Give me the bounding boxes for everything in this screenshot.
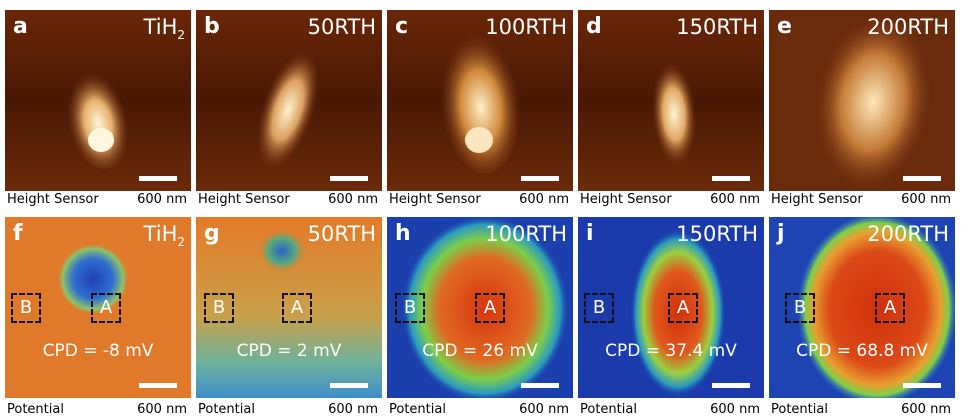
- caption-f: Potential 600 nm: [5, 402, 191, 418]
- scale-bar: [521, 176, 559, 181]
- panel-letter: f: [13, 221, 23, 246]
- potential-image-g: [196, 217, 382, 398]
- region-box-a: A: [875, 293, 905, 323]
- caption-scale: 600 nm: [137, 192, 187, 207]
- scale-bar: [903, 383, 941, 388]
- sample-label: TiH2: [143, 15, 185, 43]
- panel-letter: j: [777, 221, 785, 246]
- caption-b: Height Sensor 600 nm: [196, 192, 382, 208]
- caption-label: Height Sensor: [198, 192, 290, 207]
- panel-letter: g: [204, 221, 220, 246]
- region-box-b: B: [395, 293, 425, 323]
- region-box-b: B: [204, 293, 234, 323]
- region-box-a: A: [282, 293, 312, 323]
- caption-j: Potential 600 nm: [769, 402, 955, 418]
- potential-image-f: [5, 217, 191, 398]
- caption-label: Height Sensor: [389, 192, 481, 207]
- caption-scale: 600 nm: [710, 402, 760, 417]
- caption-h: Potential 600 nm: [387, 402, 573, 418]
- potential-panel-h: h 100RTH B A CPD = 26 mV: [387, 217, 573, 398]
- scale-bar: [712, 383, 750, 388]
- panel-letter: i: [586, 221, 594, 246]
- scale-bar: [139, 176, 177, 181]
- height-panel-a: a TiH2: [5, 10, 191, 191]
- potential-image-i: [578, 217, 764, 398]
- height-image-d: [578, 10, 764, 191]
- caption-scale: 600 nm: [137, 402, 187, 417]
- caption-scale: 600 nm: [901, 402, 951, 417]
- sample-label: 100RTH: [485, 15, 567, 39]
- sample-label: 200RTH: [867, 15, 949, 39]
- cpd-value: CPD = 26 mV: [422, 341, 538, 361]
- potential-panel-f: f TiH2 B A CPD = -8 mV: [5, 217, 191, 398]
- caption-c: Height Sensor 600 nm: [387, 192, 573, 208]
- region-box-b: B: [11, 293, 41, 323]
- caption-label: Height Sensor: [771, 192, 863, 207]
- caption-scale: 600 nm: [519, 192, 569, 207]
- height-panel-b: b 50RTH: [196, 10, 382, 191]
- caption-label: Potential: [771, 402, 828, 417]
- panel-letter: b: [204, 14, 220, 39]
- cpd-value: CPD = 2 mV: [236, 341, 342, 361]
- panel-letter: a: [13, 14, 28, 39]
- height-image-a: [5, 10, 191, 191]
- caption-label: Height Sensor: [7, 192, 99, 207]
- region-box-a: A: [668, 293, 698, 323]
- sample-label: TiH2: [143, 222, 185, 250]
- potential-image-h: [387, 217, 573, 398]
- scale-bar: [139, 383, 177, 388]
- region-box-b: B: [785, 293, 815, 323]
- caption-i: Potential 600 nm: [578, 402, 764, 418]
- caption-label: Potential: [389, 402, 446, 417]
- height-panel-e: e 200RTH: [769, 10, 955, 191]
- sample-label: 50RTH: [307, 222, 376, 246]
- caption-scale: 600 nm: [328, 192, 378, 207]
- sample-label: 150RTH: [676, 15, 758, 39]
- region-box-a: A: [91, 293, 121, 323]
- caption-label: Height Sensor: [580, 192, 672, 207]
- sample-label: 50RTH: [307, 15, 376, 39]
- sample-label: 100RTH: [485, 222, 567, 246]
- caption-d: Height Sensor 600 nm: [578, 192, 764, 208]
- caption-e: Height Sensor 600 nm: [769, 192, 955, 208]
- scale-bar: [330, 176, 368, 181]
- region-box-b: B: [584, 293, 614, 323]
- potential-panel-j: j 200RTH B A CPD = 68.8 mV: [769, 217, 955, 398]
- height-panel-c: c 100RTH: [387, 10, 573, 191]
- caption-g: Potential 600 nm: [196, 402, 382, 418]
- height-image-c: [387, 10, 573, 191]
- potential-panel-g: g 50RTH B A CPD = 2 mV: [196, 217, 382, 398]
- caption-scale: 600 nm: [519, 402, 569, 417]
- caption-scale: 600 nm: [328, 402, 378, 417]
- scale-bar: [712, 176, 750, 181]
- scale-bar: [903, 176, 941, 181]
- height-image-e: [769, 10, 955, 191]
- potential-panel-i: i 150RTH B A CPD = 37.4 mV: [578, 217, 764, 398]
- panel-letter: e: [777, 14, 792, 39]
- panel-letter: d: [586, 14, 602, 39]
- caption-label: Potential: [7, 402, 64, 417]
- scale-bar: [521, 383, 559, 388]
- sample-label: 150RTH: [676, 222, 758, 246]
- cpd-value: CPD = -8 mV: [42, 341, 154, 361]
- cpd-value: CPD = 68.8 mV: [796, 341, 928, 361]
- caption-scale: 600 nm: [901, 192, 951, 207]
- panel-letter: h: [395, 221, 411, 246]
- caption-label: Potential: [580, 402, 637, 417]
- sample-label: 200RTH: [867, 222, 949, 246]
- height-image-b: [196, 10, 382, 191]
- cpd-value: CPD = 37.4 mV: [605, 341, 737, 361]
- caption-label: Potential: [198, 402, 255, 417]
- height-panel-d: d 150RTH: [578, 10, 764, 191]
- caption-scale: 600 nm: [710, 192, 760, 207]
- scale-bar: [330, 383, 368, 388]
- region-box-a: A: [475, 293, 505, 323]
- panel-letter: c: [395, 14, 409, 39]
- caption-a: Height Sensor 600 nm: [5, 192, 191, 208]
